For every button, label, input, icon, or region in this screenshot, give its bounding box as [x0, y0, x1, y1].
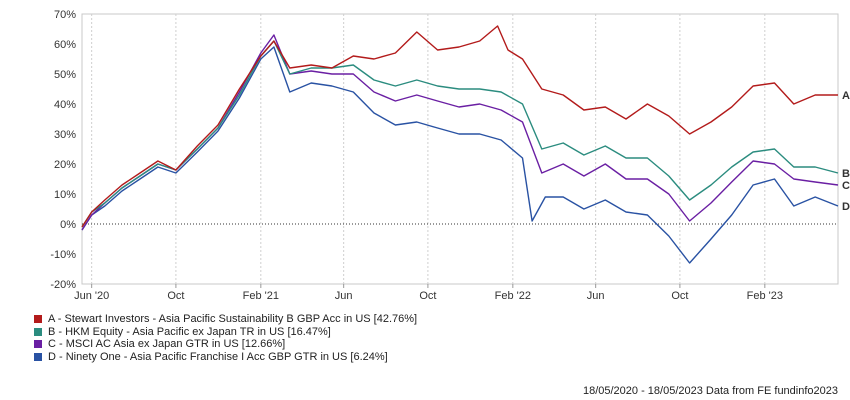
- footer-source: Data from FE fundinfo2023: [705, 385, 838, 397]
- footer-date-range: 18/05/2020 - 18/05/2023: [582, 385, 703, 397]
- legend: A - Stewart Investors - Asia Pacific Sus…: [34, 313, 417, 363]
- end-label-a: A: [842, 90, 850, 102]
- series-line-a: [81, 25, 838, 228]
- legend-swatch-c: [34, 340, 42, 349]
- footer: 18/05/2020 - 18/05/2023 Data from FE fun…: [583, 385, 838, 397]
- y-tick-label: 60%: [54, 39, 76, 51]
- legend-label-b: B - HKM Equity - Asia Pacific ex Japan T…: [48, 325, 331, 338]
- y-tick-label: -20%: [50, 279, 76, 291]
- y-tick-label: 30%: [54, 129, 76, 141]
- y-tick-label: 40%: [54, 99, 76, 111]
- x-tick-label: Feb '22: [495, 290, 531, 300]
- legend-label-a: A - Stewart Investors - Asia Pacific Sus…: [48, 313, 418, 325]
- x-tick-label: Oct: [419, 290, 436, 300]
- chart-svg: 70% 60% 50% 40% 30% 20% 10% 0% -10% -20%Jun '20 Oc…: [50, 9, 850, 302]
- series-line-c: [81, 34, 839, 231]
- y-tick-label: 20%: [54, 159, 76, 171]
- series-line-d: [81, 46, 839, 264]
- x-tick-label: Jun '20: [74, 290, 109, 300]
- x-tick-label: Oct: [167, 290, 184, 300]
- end-label-b: B: [842, 168, 850, 180]
- end-label-c: C: [842, 180, 850, 192]
- end-label-d: D: [842, 201, 850, 213]
- legend-swatch-b: [34, 327, 42, 336]
- y-tick-label: -10%: [50, 249, 76, 261]
- x-tick-label: Oct: [671, 290, 688, 300]
- y-tick-label: 70%: [54, 9, 76, 21]
- legend-label-d: D - Ninety One - Asia Pacific Franchise …: [48, 350, 388, 363]
- legend-item-d[interactable]: D - Ninety One - Asia Pacific Franchise …: [34, 351, 417, 364]
- x-tick-label: Feb '23: [747, 290, 783, 300]
- x-tick-label: Feb '21: [243, 290, 279, 300]
- legend-label-c: C - MSCI AC Asia ex Japan GTR in US [12.…: [48, 338, 286, 350]
- legend-item-c[interactable]: C - MSCI AC Asia ex Japan GTR in US [12.…: [34, 338, 417, 351]
- y-tick-label: 50%: [54, 69, 76, 81]
- x-tick-label: Jun: [335, 290, 353, 300]
- plot-area: [81, 13, 839, 285]
- y-tick-label: 0%: [60, 219, 76, 231]
- x-tick-label: Jun: [587, 290, 605, 300]
- y-tick-label: 10%: [54, 189, 76, 201]
- legend-swatch-a: [34, 315, 42, 324]
- legend-item-b[interactable]: B - HKM Equity - Asia Pacific ex Japan T…: [34, 326, 417, 339]
- line-chart: 70% 60% 50% 40% 30% 20% 10% 0% -10% -20% Jun '20 Oc…: [50, 9, 850, 302]
- legend-item-a[interactable]: A - Stewart Investors - Asia Pacific Sus…: [34, 313, 417, 326]
- legend-swatch-d: [34, 352, 42, 361]
